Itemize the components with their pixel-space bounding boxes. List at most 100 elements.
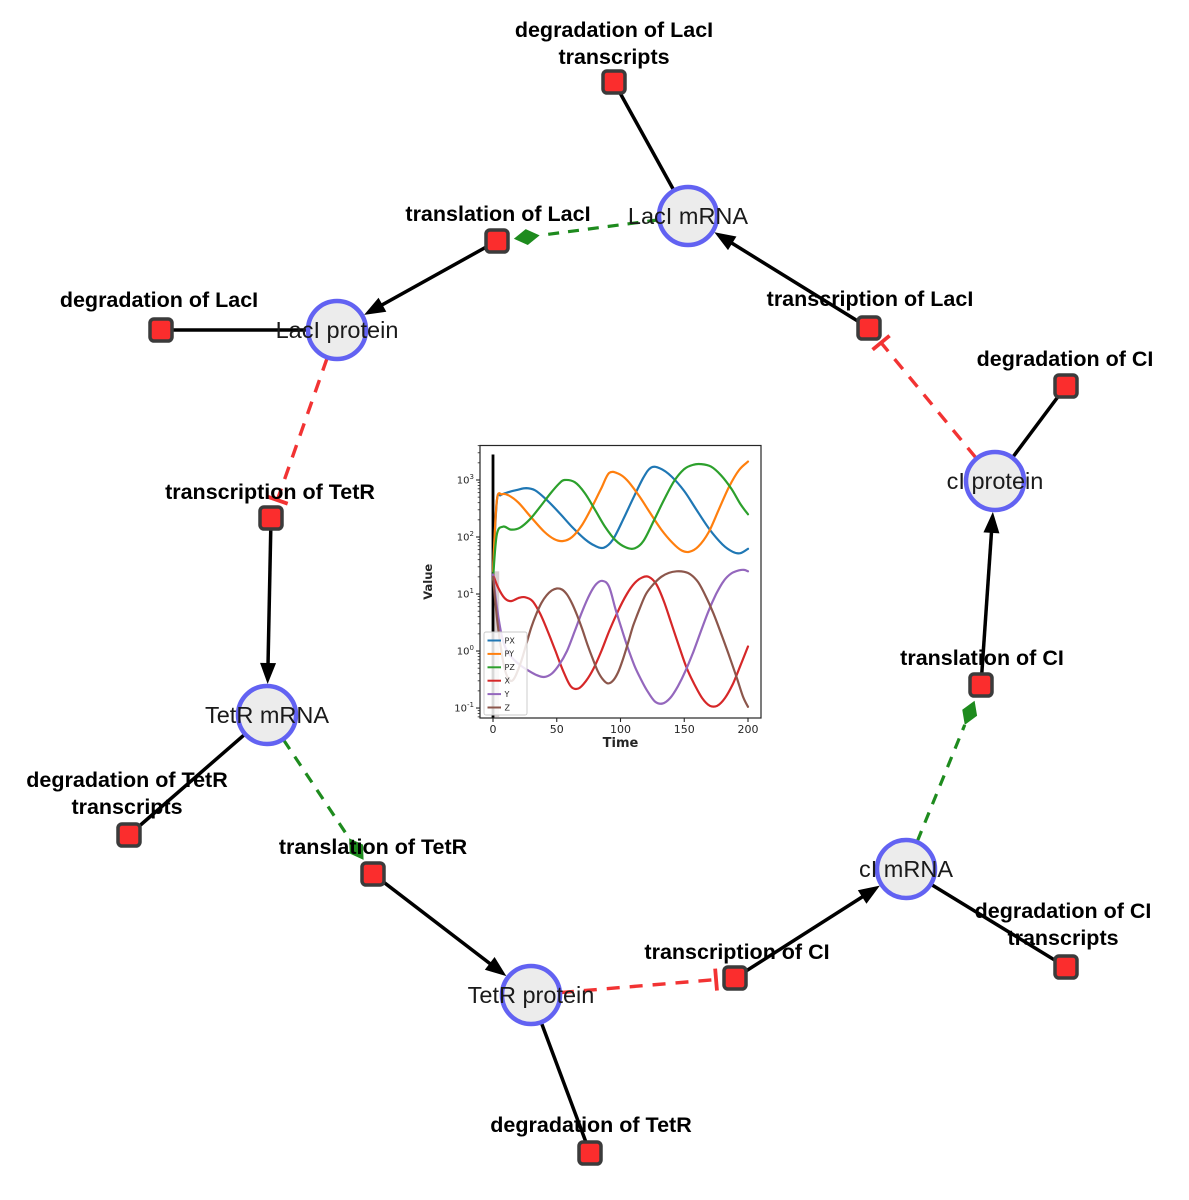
reaction-label-line: translation of CI — [900, 646, 1064, 670]
edge-production-tl_lacI-lacI_protein — [364, 239, 498, 315]
production-edge-line — [734, 893, 866, 980]
chart-legend: PX PY PZ XYZ — [483, 631, 528, 716]
reaction-label-line: transcripts — [1007, 926, 1118, 950]
species-node-tetR_protein — [499, 963, 563, 1027]
x-axis-title: Time — [603, 736, 639, 751]
y-tick-exponent: 1 — [470, 587, 474, 595]
species-label-cI_protein: cI protein — [947, 468, 1044, 494]
reaction-label-tx_lacI: transcription of LacI — [767, 287, 974, 311]
reaction-label-tl_tetR: translation of TetR — [279, 835, 468, 859]
y-tick-label: 102 — [457, 530, 474, 544]
edge-degradation-cI_mRNA-deg_cI_tx — [905, 867, 1067, 969]
reaction-label-deg_tetR: degradation of TetR — [490, 1113, 692, 1137]
reaction-label-line: transcription of CI — [644, 940, 829, 964]
production-edge-line — [266, 517, 273, 667]
reaction-node-tx_tetR — [258, 505, 284, 531]
reaction-node-deg_lacI_tx — [601, 69, 627, 95]
species-label-tetR_protein: TetR protein — [468, 982, 595, 1008]
x-tick-label: 150 — [674, 723, 695, 736]
x-axis: 0 50 100 150 200 — [490, 718, 758, 736]
arrowhead-icon — [484, 957, 507, 977]
labels-layer: degradation of LacI transcripts translatio… — [26, 18, 1153, 1137]
y-axis-title: Value — [421, 564, 435, 600]
species-label-cI_mRNA: cI mRNA — [859, 856, 953, 882]
reaction-label-deg_lacI_tx: degradation of LacI transcripts — [515, 18, 713, 69]
reaction-label-deg_cI: degradation of CI — [977, 347, 1154, 371]
reaction-label-line: translation of TetR — [279, 835, 468, 859]
y-tick-label: 100 — [457, 644, 474, 658]
reaction-label-deg_lacI: degradation of LacI — [60, 288, 258, 312]
reaction-label-line: degradation of CI — [977, 347, 1154, 371]
x-tick-label: 0 — [490, 723, 497, 736]
species-label-lacI_protein: LacI protein — [276, 317, 399, 343]
species-nodes-layer — [235, 184, 1027, 1027]
species-node-cI_mRNA — [874, 837, 938, 901]
activation-edge-line — [915, 724, 967, 842]
reaction-label-deg_cI_tx: degradation of CI transcripts — [975, 899, 1152, 950]
edge-production-tl_cI-cI_protein — [979, 511, 1000, 686]
y-tick-label: 101 — [457, 587, 474, 601]
arrowhead-icon — [714, 232, 737, 251]
reaction-label-tx_tetR: transcription of TetR — [165, 480, 375, 504]
activation-edge-line — [282, 739, 351, 840]
y-tick-base: 10 — [457, 532, 470, 543]
reaction-label-tl_cI: translation of CI — [900, 646, 1064, 670]
reaction-node-deg_lacI — [148, 317, 174, 343]
y-tick-base: 10 — [457, 590, 470, 601]
x-tick-label: 200 — [737, 723, 758, 736]
y-tick-base: 10 — [457, 647, 470, 658]
y-tick-label: 10-1 — [454, 701, 474, 715]
reaction-label-line: transcripts — [558, 45, 669, 69]
y-tick-exponent: 3 — [470, 473, 474, 481]
arrowhead-icon — [260, 662, 277, 685]
edge-inhibition-cI_protein-tx_lacI — [871, 334, 978, 459]
reaction-label-tl_lacI: translation of LacI — [405, 202, 590, 226]
edge-production-tx_tetR-tetR_mRNA — [260, 517, 277, 685]
diamond-arrowhead-icon — [513, 229, 540, 246]
y-tick-exponent: -1 — [467, 701, 474, 709]
edge-inhibition-tetR_protein-tx_cI — [560, 968, 719, 995]
production-edge-line — [979, 529, 994, 686]
inhibition-edge-line — [879, 341, 978, 459]
y-tick-label: 103 — [457, 473, 474, 487]
species-node-cI_protein — [963, 449, 1027, 513]
reaction-node-deg_cI — [1053, 373, 1079, 399]
legend-label-PY: PY — [505, 650, 515, 659]
reaction-node-tx_lacI — [856, 315, 882, 341]
legend-label-PX: PX — [505, 636, 516, 645]
diamond-arrowhead-icon — [349, 838, 364, 860]
species-node-lacI_protein — [305, 298, 369, 362]
species-node-lacI_mRNA — [656, 184, 720, 248]
inhibition-edge-line — [275, 357, 329, 501]
reaction-node-tl_cI — [968, 672, 994, 698]
species-label-tetR_mRNA: TetR mRNA — [205, 702, 329, 728]
reaction-label-line: degradation of TetR — [490, 1113, 692, 1137]
series-curve-PX — [491, 465, 750, 573]
tbar-inhibition-icon — [713, 968, 719, 991]
series-curve-PZ — [491, 462, 750, 581]
timecourse-chart: 0 50 100 150 20010310210110010-1TimeValuePXP… — [415, 430, 780, 760]
reaction-node-deg_tetR_tx — [116, 822, 142, 848]
y-tick-base: 10 — [454, 704, 467, 715]
y-tick-exponent: 0 — [470, 644, 474, 652]
series-curve-Y — [491, 568, 750, 705]
production-edge-line — [378, 239, 498, 308]
reaction-label-tx_cI: transcription of CI — [644, 940, 829, 964]
reaction-label-line: degradation of LacI — [60, 288, 258, 312]
inhibition-edge-line — [560, 977, 717, 995]
edge-inhibition-lacI_protein-tx_tetR — [266, 357, 329, 506]
series-curve-PY — [491, 460, 750, 573]
legend-label-Y: Y — [504, 690, 510, 699]
legend-label-X: X — [505, 677, 511, 686]
edge-production-tx_cI-cI_mRNA — [734, 885, 880, 980]
edge-production-tx_lacI-lacI_mRNA — [714, 232, 870, 330]
reaction-node-tl_tetR — [360, 861, 386, 887]
reaction-label-line: translation of LacI — [405, 202, 590, 226]
chart-series-layer — [491, 460, 750, 708]
species-node-tetR_mRNA — [235, 683, 299, 747]
tbar-inhibition-icon — [871, 334, 891, 352]
reaction-nodes-layer — [116, 69, 1079, 1166]
reaction-node-deg_tetR — [577, 1140, 603, 1166]
